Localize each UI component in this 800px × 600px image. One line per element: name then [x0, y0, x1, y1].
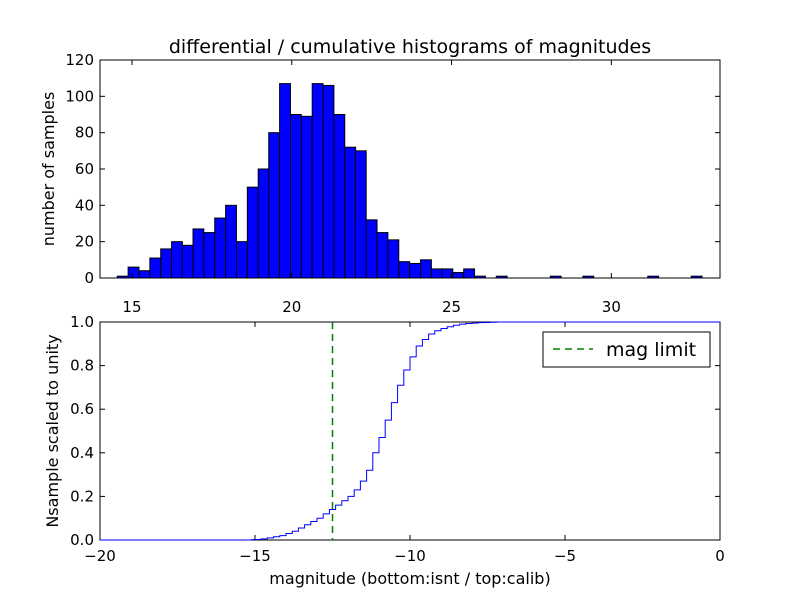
cumulative-y-axis-label: Nsample scaled to unity — [43, 334, 62, 527]
histogram-bar-10 — [225, 204, 237, 279]
histogram-x-tick-label: 30 — [602, 298, 621, 316]
histogram-bar-12 — [246, 186, 259, 279]
histogram-bar-7 — [192, 228, 205, 279]
cumulative-y-tick-label: 0.0 — [70, 531, 94, 549]
histogram-bar-18 — [311, 83, 324, 279]
histogram-bar-37 — [647, 275, 660, 279]
cumulative-x-tick-label: −20 — [84, 547, 116, 565]
histogram-bar-36 — [582, 275, 595, 279]
legend: mag limit — [542, 331, 711, 368]
histogram-bar-0 — [116, 275, 129, 279]
histogram-bars — [116, 83, 703, 279]
histogram-bar-34 — [495, 275, 508, 279]
histogram-bar-20 — [333, 114, 346, 279]
histogram-bar-23 — [365, 219, 378, 279]
histogram-bar-11 — [235, 241, 248, 279]
histogram-bar-9 — [214, 217, 227, 279]
histogram-x-tick-label: 15 — [122, 298, 141, 316]
histogram-panel: 0 20 40 60 80 100 120 15 20 25 30 differential / … — [39, 36, 721, 316]
histogram-y-tick-label: 80 — [75, 124, 94, 142]
histogram-bar-16 — [289, 114, 302, 279]
cumulative-step-line — [100, 321, 720, 541]
histogram-bar-6 — [181, 244, 194, 279]
cumulative-x-ticks: −20 −15 −10 −5 0 — [84, 322, 725, 565]
histogram-y-tick-label: 20 — [75, 233, 94, 251]
cumulative-y-tick-label: 0.4 — [70, 444, 94, 462]
histogram-bar-15 — [279, 83, 291, 279]
histogram-bar-29 — [430, 268, 443, 279]
histogram-y-tick-label: 120 — [65, 51, 94, 69]
histogram-bar-3 — [149, 257, 162, 279]
cumulative-x-tick-label: −10 — [394, 547, 426, 565]
histogram-bar-33 — [474, 275, 486, 279]
histogram-bar-28 — [420, 259, 432, 279]
histogram-bar-25 — [387, 239, 400, 279]
legend-mag-limit-label: mag limit — [606, 339, 696, 361]
histogram-bar-14 — [268, 132, 281, 279]
histogram-y-ticks: 0 20 40 60 80 100 120 — [65, 51, 720, 287]
histogram-bar-13 — [257, 168, 270, 279]
histogram-bar-5 — [171, 241, 183, 279]
histogram-bar-26 — [398, 261, 411, 279]
histogram-y-tick-label: 40 — [75, 196, 94, 214]
chart-title: differential / cumulative histograms of … — [169, 36, 651, 58]
cumulative-y-tick-label: 0.8 — [70, 357, 94, 375]
histogram-bar-8 — [203, 232, 216, 279]
cumulative-y-tick-label: 0.2 — [70, 487, 94, 505]
histogram-y-tick-label: 0 — [84, 269, 94, 287]
cumulative-y-ticks: 0.0 0.2 0.4 0.6 0.8 1.0 — [70, 313, 720, 549]
histogram-bar-35 — [549, 275, 562, 279]
histogram-bar-1 — [127, 266, 140, 279]
cumulative-y-tick-label: 1.0 — [70, 313, 94, 331]
cumulative-y-tick-label: 0.6 — [70, 400, 94, 418]
cumulative-x-axis-label: magnitude (bottom:isnt / top:calib) — [269, 569, 550, 588]
histogram-bar-19 — [322, 84, 335, 279]
histogram-bar-21 — [344, 146, 357, 279]
histogram-bar-2 — [138, 270, 151, 279]
histogram-bar-27 — [409, 262, 421, 279]
histogram-bar-24 — [376, 232, 389, 279]
histogram-bar-32 — [463, 268, 476, 279]
histogram-x-tick-label: 25 — [442, 298, 461, 316]
histogram-y-tick-label: 60 — [75, 160, 94, 178]
cumulative-x-tick-label: 0 — [715, 547, 725, 565]
cumulative-x-tick-label: −5 — [554, 547, 576, 565]
histogram-bar-38 — [690, 275, 703, 279]
cumulative-panel: 0.0 0.2 0.4 0.6 0.8 1.0 −20 −15 −10 −5 0 magnitud… — [43, 313, 725, 588]
histogram-bar-22 — [354, 150, 367, 279]
cumulative-x-tick-label: −15 — [239, 547, 271, 565]
histogram-bar-31 — [452, 272, 465, 279]
histogram-y-axis-label: number of samples — [39, 92, 58, 247]
histogram-x-tick-label: 20 — [282, 298, 301, 316]
histogram-bar-17 — [300, 115, 313, 279]
histogram-x-ticks: 15 20 25 30 — [122, 60, 621, 316]
histogram-bar-4 — [160, 248, 173, 279]
histogram-y-tick-label: 100 — [65, 87, 94, 105]
